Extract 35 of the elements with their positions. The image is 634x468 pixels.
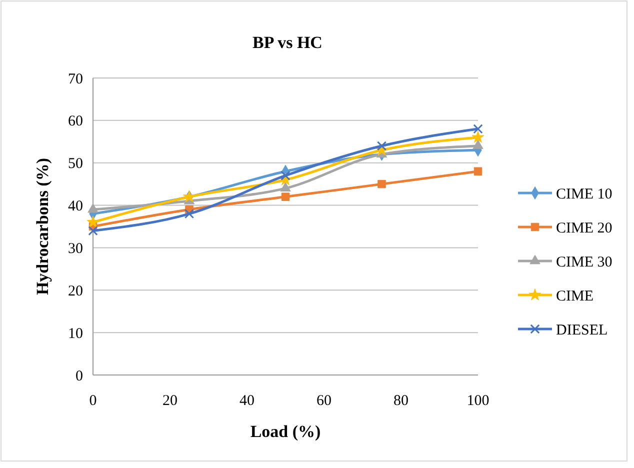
point bbox=[88, 203, 98, 213]
point bbox=[376, 141, 387, 151]
x-tick-label: 80 bbox=[394, 393, 408, 409]
y-tick-label: 50 bbox=[68, 156, 83, 172]
legend-label: DIESEL bbox=[556, 322, 608, 338]
point bbox=[378, 180, 386, 188]
y-tick-label: 30 bbox=[68, 240, 83, 257]
point bbox=[88, 226, 98, 236]
x-tick-label: 100 bbox=[466, 393, 490, 409]
y-tick-label: 0 bbox=[76, 368, 83, 384]
point bbox=[280, 170, 290, 180]
point bbox=[473, 124, 483, 134]
point bbox=[472, 140, 484, 150]
legend-label: CIME bbox=[556, 288, 594, 304]
x-tick-label: 60 bbox=[316, 393, 332, 409]
y-axis-title: Hydrocarbons (%) bbox=[33, 158, 52, 296]
legend-label: CIME 30 bbox=[556, 254, 612, 270]
x-tick-label: 20 bbox=[162, 393, 178, 409]
point bbox=[474, 167, 482, 176]
y-tick-label: 70 bbox=[68, 71, 83, 88]
y-tick-label: 10 bbox=[68, 326, 83, 342]
y-tick-label: 20 bbox=[68, 283, 83, 300]
point bbox=[184, 208, 194, 219]
x-tick-label: 40 bbox=[240, 393, 254, 409]
legend-label: CIME 20 bbox=[556, 220, 612, 236]
point bbox=[281, 192, 290, 201]
y-tick-label: 60 bbox=[68, 114, 83, 130]
x-axis-title: Load (%) bbox=[250, 422, 321, 441]
point bbox=[182, 190, 196, 202]
point bbox=[472, 130, 484, 143]
point bbox=[280, 182, 291, 192]
x-tick-label: 0 bbox=[89, 393, 97, 409]
y-tick-label: 40 bbox=[68, 198, 83, 215]
chart-title: BP vs HC bbox=[252, 33, 322, 52]
legend-label: CIME 10 bbox=[556, 186, 612, 202]
